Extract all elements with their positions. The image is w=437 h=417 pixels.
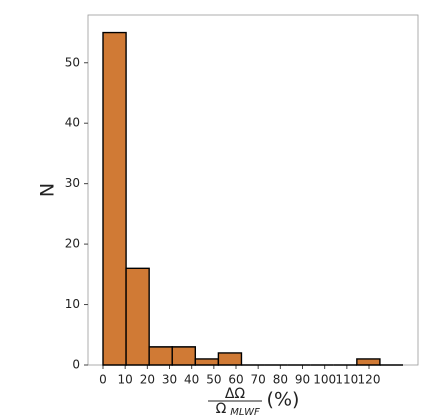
bar bbox=[217, 352, 243, 366]
x-tick-label: 10 bbox=[118, 373, 133, 387]
bar bbox=[356, 358, 381, 366]
bar bbox=[194, 358, 220, 366]
bar bbox=[125, 267, 150, 366]
y-tick-label: 0 bbox=[72, 358, 80, 372]
x-tick-label: 60 bbox=[228, 373, 243, 387]
y-tick-label: 40 bbox=[65, 116, 80, 130]
x-tick-label: 80 bbox=[273, 373, 288, 387]
x-tick-label: 120 bbox=[358, 373, 381, 387]
x-tick-label: 20 bbox=[140, 373, 155, 387]
bar bbox=[171, 346, 197, 366]
y-tick-label: 10 bbox=[65, 297, 80, 311]
y-tick-label: 20 bbox=[65, 237, 80, 251]
x-tick-label: 0 bbox=[99, 373, 107, 387]
x-tick-label: 110 bbox=[335, 373, 358, 387]
x-tick-label: 40 bbox=[184, 373, 199, 387]
y-tick-label: 50 bbox=[65, 55, 80, 69]
x-tick-label: 100 bbox=[313, 373, 336, 387]
x-label-denominator: Ω bbox=[216, 401, 227, 417]
x-tick-label: 50 bbox=[206, 373, 221, 387]
y-axis-label: N bbox=[37, 183, 59, 197]
x-tick-label: 90 bbox=[295, 373, 310, 387]
y-tick-label: 30 bbox=[65, 176, 80, 190]
bar bbox=[148, 346, 173, 366]
x-tick-label: 70 bbox=[251, 373, 266, 387]
x-label-numerator: ΔΩ bbox=[225, 386, 246, 402]
x-tick-label: 30 bbox=[162, 373, 177, 387]
bar bbox=[102, 31, 127, 366]
x-label-subscript: MLWF bbox=[230, 407, 260, 417]
x-label-suffix: (%) bbox=[267, 389, 300, 411]
